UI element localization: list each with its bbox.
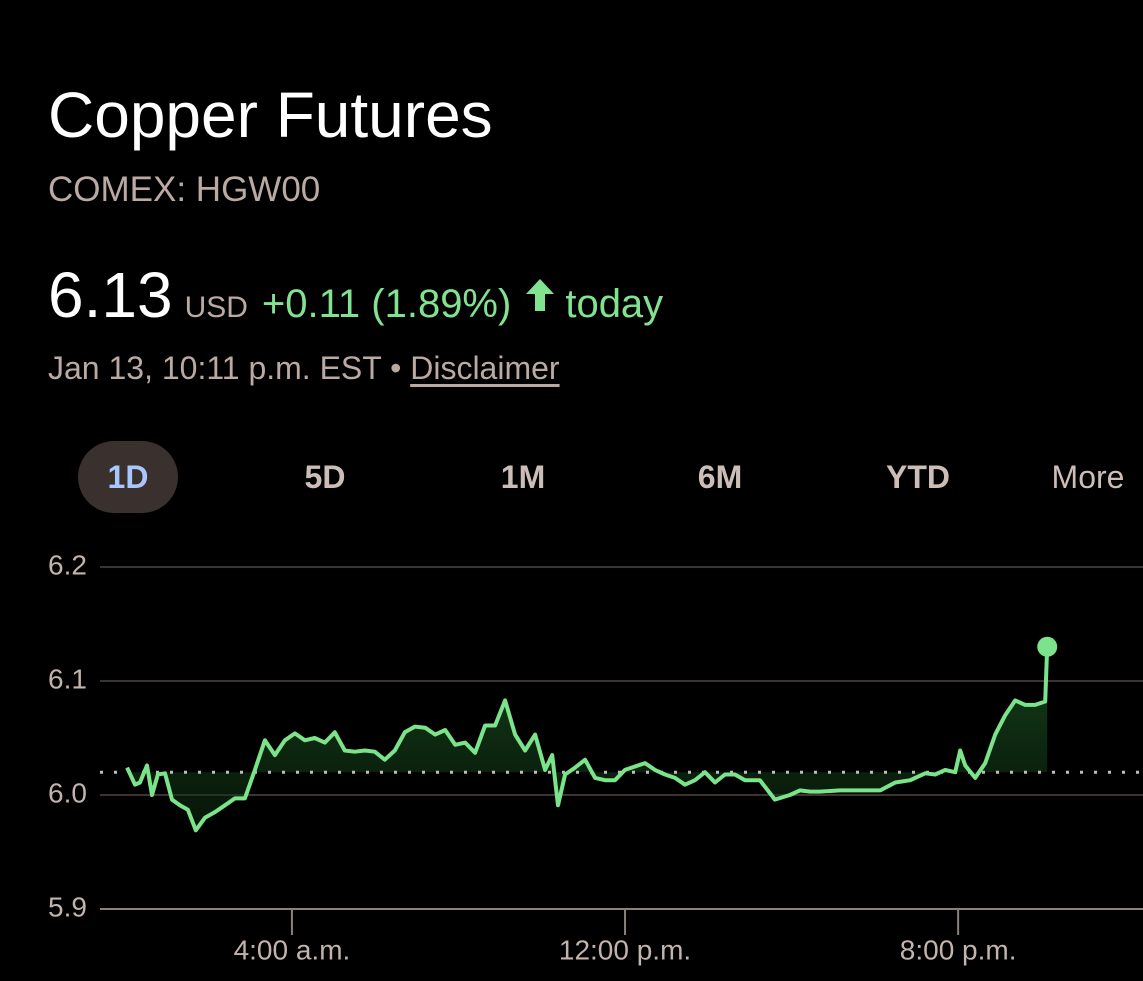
last-point: [1037, 636, 1058, 657]
range-tab[interactable]: 1M: [500, 459, 546, 495]
y-tick-label: 6.0: [48, 777, 87, 808]
range-tab[interactable]: 5D: [304, 459, 346, 495]
subtitle: COMEX: HGW00: [48, 170, 321, 209]
timestamp: Jan 13, 10:11 p.m. EST: [48, 350, 382, 386]
change: +0.11 (1.89%): [261, 282, 512, 326]
currency: USD: [184, 291, 248, 324]
x-tick-label: 12:00 p.m.: [559, 934, 691, 965]
price: 6.13: [48, 259, 173, 331]
x-tick-label: 4:00 a.m.: [234, 934, 351, 965]
price-line: [125, 646, 1050, 833]
up-arrow-icon: [526, 279, 555, 311]
title: Copper Futures: [48, 79, 493, 151]
area: [127, 646, 1048, 831]
separator: •: [390, 350, 402, 386]
period: today: [565, 282, 664, 326]
range-tab[interactable]: More: [1051, 459, 1125, 495]
y-tick-label: 6.1: [48, 663, 87, 694]
quote-row: 6.13 USD +0.11 (1.89%) today: [48, 258, 663, 332]
range-tab[interactable]: YTD: [886, 459, 950, 495]
y-tick-label: 6.2: [48, 549, 87, 580]
range-tab[interactable]: 1D: [78, 441, 178, 513]
disclaimer-link[interactable]: Disclaimer: [410, 350, 560, 386]
y-tick-label: 5.9: [48, 891, 87, 922]
range-tab[interactable]: 6M: [697, 459, 743, 495]
x-tick-label: 8:00 p.m.: [900, 934, 1017, 965]
timestamp-row: Jan 13, 10:11 p.m. EST • Disclaimer: [48, 350, 560, 387]
